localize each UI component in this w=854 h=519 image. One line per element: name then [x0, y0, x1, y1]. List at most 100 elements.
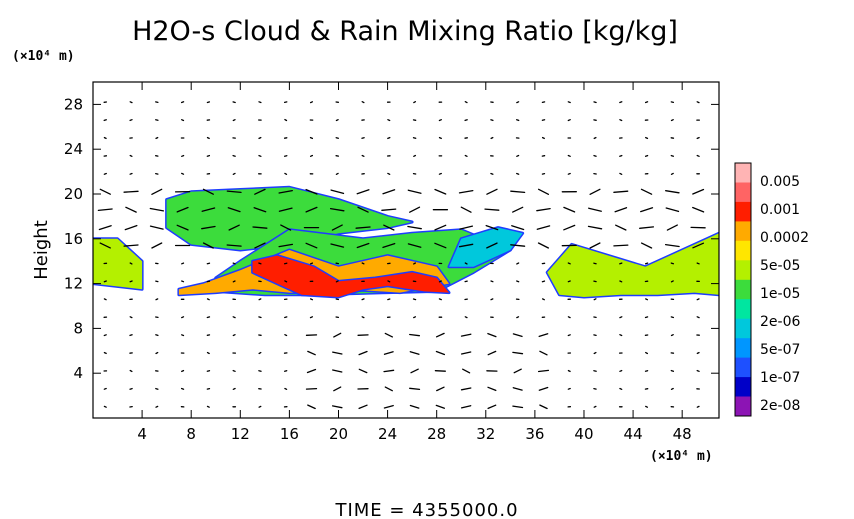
wind-vector [438, 172, 442, 175]
wind-vector [151, 242, 163, 249]
x-tick-label: 8 [186, 425, 196, 443]
wind-vector [206, 298, 210, 301]
wind-vector [232, 369, 236, 372]
wind-vector [412, 137, 417, 139]
wind-vector [516, 119, 520, 122]
wind-vector [361, 298, 365, 301]
wind-vector [640, 188, 653, 195]
wind-vector [206, 405, 210, 408]
time-label: TIME = 4355000.0 [334, 500, 518, 519]
wind-vector [490, 119, 494, 122]
wind-vector [258, 370, 262, 372]
wind-vector [512, 206, 524, 213]
wind-vector [593, 154, 597, 157]
y-ticks: 4 8 12 16 20 24 28 [64, 95, 719, 382]
wind-vector [516, 280, 520, 283]
wind-vector [181, 334, 185, 337]
wind-vector [434, 224, 447, 231]
x-ticks: 4 8 12 16 20 24 28 32 36 40 44 48 [137, 82, 692, 443]
colorbar-swatch [735, 338, 751, 359]
wind-vector [458, 243, 474, 248]
colorbar-swatch [735, 221, 751, 242]
wind-vector [383, 369, 395, 373]
wind-vector [593, 298, 597, 301]
wind-vector [409, 333, 421, 337]
wind-vector [593, 387, 597, 390]
wind-vector [155, 405, 159, 408]
wind-vector [464, 316, 468, 319]
wind-vector [307, 404, 316, 410]
wind-vector [665, 207, 680, 213]
wind-vector [644, 101, 649, 104]
wind-vector [384, 386, 393, 392]
x-tick-label: 28 [427, 425, 446, 443]
wind-vector [278, 207, 293, 212]
wind-vector [593, 280, 597, 283]
colorbar-label: 5e-05 [760, 258, 800, 274]
wind-vector [460, 405, 472, 409]
wind-vector [358, 350, 368, 356]
wind-vector [484, 208, 500, 211]
wind-vector [387, 136, 391, 140]
wind-vector [567, 369, 571, 373]
wind-vector [103, 298, 107, 301]
wind-vector [123, 244, 139, 247]
wind-vector [413, 262, 417, 265]
wind-vector [619, 154, 623, 157]
wind-vector [538, 333, 549, 338]
y-unit-label: (×10⁴ m) [12, 49, 75, 64]
wind-vector [460, 333, 472, 337]
wind-vector [176, 224, 189, 231]
wind-vector [309, 316, 314, 319]
wind-vector [258, 405, 262, 408]
wind-vector [593, 262, 597, 265]
wind-vector [619, 334, 623, 337]
wind-vector [460, 206, 472, 213]
wind-vector-layer [97, 101, 706, 410]
wind-vector [103, 280, 107, 283]
colorbar-swatch [735, 318, 751, 339]
chart-title: H2O-s Cloud & Rain Mixing Ratio [kg/kg] [132, 16, 678, 47]
wind-vector [283, 155, 288, 157]
wind-vector [258, 298, 262, 301]
cloud-region [252, 255, 449, 297]
x-unit-label: (×10⁴ m) [650, 449, 713, 464]
wind-vector [103, 119, 107, 122]
wind-vector [258, 154, 262, 157]
wind-vector [537, 242, 550, 249]
wind-vector [258, 316, 262, 319]
wind-vector [459, 225, 474, 230]
wind-vector [438, 119, 442, 122]
wind-vector [355, 226, 371, 229]
wind-vector [181, 280, 185, 283]
wind-vector [253, 207, 267, 213]
wind-vector [666, 224, 678, 231]
wind-vector [383, 404, 394, 409]
wind-vector [387, 119, 391, 122]
wind-vector [409, 351, 420, 355]
wind-vector [670, 101, 675, 104]
wind-vector [309, 298, 314, 301]
wind-vector [333, 332, 342, 338]
wind-vector [670, 262, 675, 265]
wind-vector [129, 154, 133, 157]
wind-vector [460, 387, 472, 391]
wind-vector [512, 387, 523, 391]
wind-vector [305, 188, 318, 195]
wind-vector [516, 154, 520, 157]
x-tick-label: 12 [231, 425, 250, 443]
wind-vector [329, 207, 345, 212]
wind-vector [589, 188, 601, 195]
wind-vector [129, 316, 133, 319]
colorbar-label: 0.0002 [760, 230, 809, 246]
wind-vector [464, 101, 468, 104]
wind-vector [563, 206, 576, 213]
wind-vector [516, 316, 520, 319]
colorbar-frame [734, 162, 752, 417]
wind-vector [181, 154, 185, 157]
wind-vector [180, 387, 185, 390]
wind-vector [309, 154, 314, 157]
wind-vector [613, 244, 629, 247]
wind-vector [511, 225, 525, 231]
cloud-region [449, 227, 523, 267]
